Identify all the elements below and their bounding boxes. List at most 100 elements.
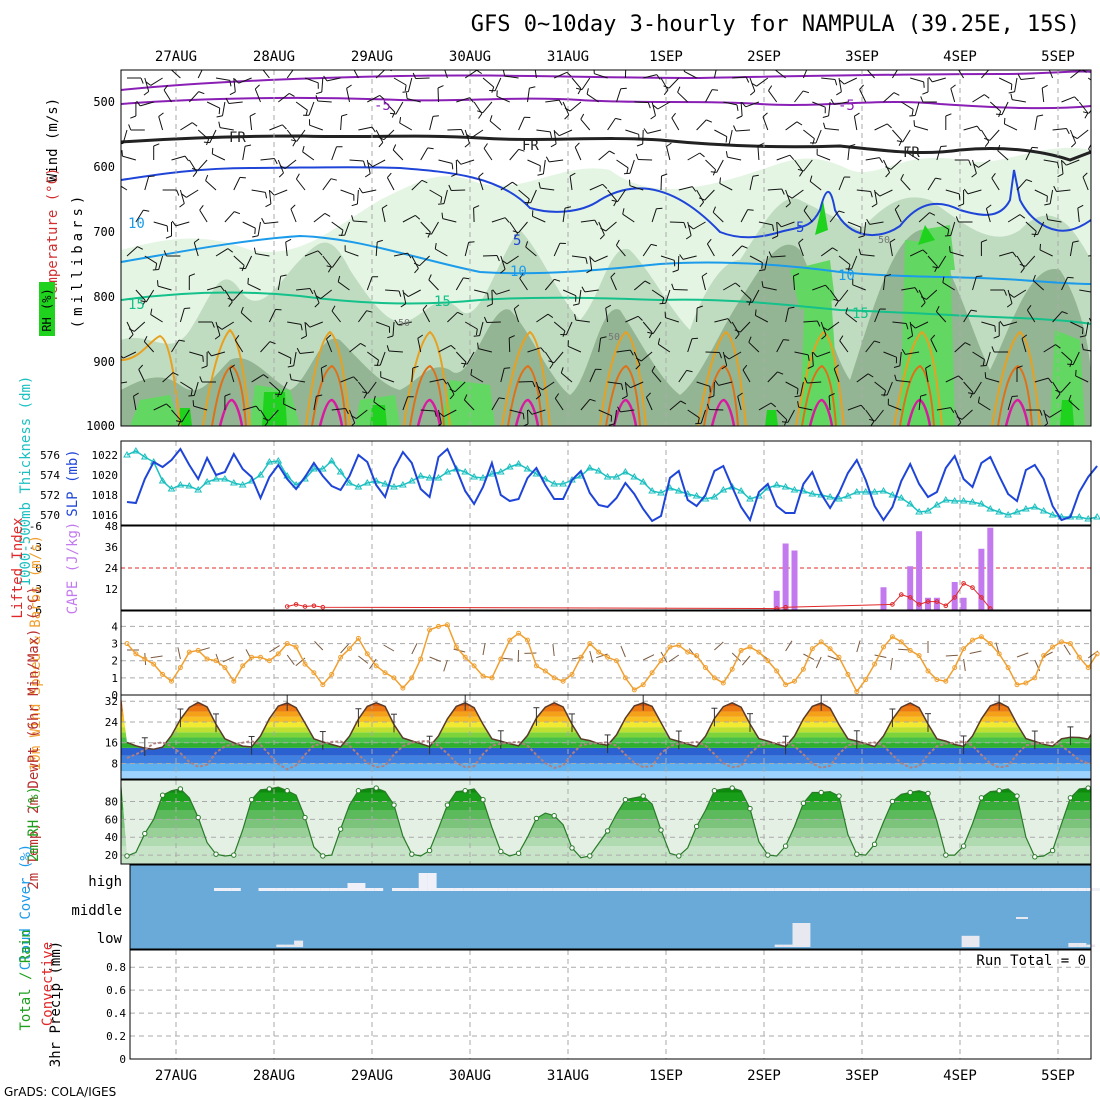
axis-tick-label: 570 bbox=[40, 509, 60, 522]
wind-barb bbox=[643, 128, 662, 134]
wind-barb bbox=[657, 338, 671, 353]
thickness-marker bbox=[826, 493, 834, 500]
thickness-marker bbox=[781, 483, 790, 490]
ylabel-rh: RH (%) bbox=[40, 288, 54, 331]
wind-barb bbox=[405, 92, 421, 103]
wind10-marker bbox=[347, 646, 352, 652]
wind10-barb bbox=[620, 645, 626, 658]
wind-barb bbox=[777, 221, 795, 228]
wind-barb bbox=[162, 372, 179, 383]
wind-barb bbox=[315, 289, 333, 300]
wind-barb bbox=[701, 272, 708, 291]
wind-barb bbox=[679, 254, 697, 260]
wind10-barb bbox=[815, 656, 822, 669]
wind-barb bbox=[225, 97, 243, 104]
cloud-bar-high bbox=[578, 888, 588, 891]
temp-band bbox=[121, 755, 1091, 764]
wind-barb bbox=[812, 284, 830, 291]
thickness-marker bbox=[416, 472, 425, 479]
wind-barb bbox=[696, 189, 705, 208]
wind-barb bbox=[918, 212, 936, 223]
wind-barb bbox=[1016, 179, 1033, 191]
wind-barb bbox=[157, 280, 172, 291]
wind-barb bbox=[251, 374, 269, 383]
date-label-top: 5SEP bbox=[1041, 49, 1075, 65]
wind10-barb bbox=[596, 653, 608, 659]
wind-barb bbox=[362, 381, 377, 394]
wind10-barb bbox=[314, 641, 324, 651]
wind10-marker bbox=[471, 663, 477, 669]
wind-barb bbox=[647, 321, 662, 335]
date-label-bottom: 30AUG bbox=[449, 1068, 491, 1084]
cloud-bar-high bbox=[685, 888, 695, 891]
wind-barb bbox=[144, 255, 158, 270]
rh-marker bbox=[676, 853, 682, 859]
wind-barb bbox=[822, 101, 831, 118]
wind-barb bbox=[803, 205, 813, 223]
wind-barb bbox=[496, 90, 510, 103]
wind-barb bbox=[438, 159, 454, 170]
wind-barb bbox=[179, 307, 191, 323]
thickness-marker bbox=[176, 481, 185, 488]
wind-barb bbox=[268, 308, 282, 323]
rh-marker bbox=[889, 798, 896, 805]
wind-barb bbox=[1025, 146, 1039, 161]
wind-barb bbox=[482, 255, 500, 262]
rh-marker bbox=[978, 795, 985, 801]
wind-barb bbox=[608, 409, 617, 426]
wind-barb bbox=[980, 351, 991, 367]
wind10-marker bbox=[845, 671, 851, 677]
wind-barb bbox=[607, 381, 624, 390]
wind-barb bbox=[350, 409, 368, 420]
wind10-marker bbox=[1059, 639, 1064, 645]
wind10-marker bbox=[222, 665, 228, 671]
wind-barb bbox=[1052, 311, 1068, 323]
cloud-bar-high bbox=[409, 888, 419, 891]
cloud-bar-high bbox=[970, 888, 980, 891]
wind-barb bbox=[508, 335, 515, 353]
wind-barb bbox=[949, 246, 964, 257]
wind-barb bbox=[366, 276, 379, 291]
wind-barb bbox=[464, 70, 482, 79]
thickness-marker bbox=[470, 473, 478, 480]
wind-barb bbox=[786, 189, 804, 199]
wind-barb bbox=[305, 321, 323, 328]
contour-label: 50 bbox=[878, 235, 890, 246]
wind-barb bbox=[705, 351, 722, 359]
rh-marker bbox=[373, 785, 379, 791]
wind10-marker bbox=[569, 671, 575, 677]
wind-barb bbox=[346, 84, 352, 103]
wind10-marker bbox=[970, 637, 975, 643]
cape-frame bbox=[120, 525, 1092, 611]
contour-label: FR bbox=[522, 138, 539, 154]
temp-contour-20 bbox=[121, 328, 1041, 426]
wind-barb bbox=[598, 150, 615, 161]
wind-barb bbox=[748, 336, 760, 353]
wind-barb bbox=[797, 401, 813, 411]
cloud-bar-high bbox=[899, 888, 909, 891]
wind-barb bbox=[1044, 409, 1062, 418]
wind-barb bbox=[635, 153, 653, 161]
wind-barb bbox=[737, 392, 743, 411]
wind-barb bbox=[502, 70, 519, 79]
wind-barb bbox=[367, 159, 386, 168]
cloud-bar-low bbox=[285, 944, 295, 947]
wind-barb bbox=[351, 215, 368, 223]
cloud-bar-high bbox=[801, 888, 811, 891]
temp-ticks: 8 16 24 32 bbox=[105, 695, 119, 770]
cloud-bar-high bbox=[997, 888, 1007, 891]
wind-barb bbox=[719, 177, 733, 191]
wind-barb bbox=[420, 221, 431, 238]
wind-barb bbox=[180, 122, 198, 131]
rh-marker bbox=[231, 852, 237, 858]
wind10-marker bbox=[213, 658, 219, 664]
wind-barb bbox=[224, 393, 231, 410]
thickness-marker bbox=[612, 473, 621, 480]
wind-barb bbox=[746, 289, 760, 303]
wind-barb bbox=[617, 406, 635, 413]
wind-barb bbox=[179, 189, 185, 208]
wind-barb bbox=[1007, 214, 1026, 223]
wind10-marker bbox=[142, 656, 148, 662]
thickness-marker bbox=[950, 497, 959, 504]
cloud-bar-high bbox=[454, 888, 464, 891]
